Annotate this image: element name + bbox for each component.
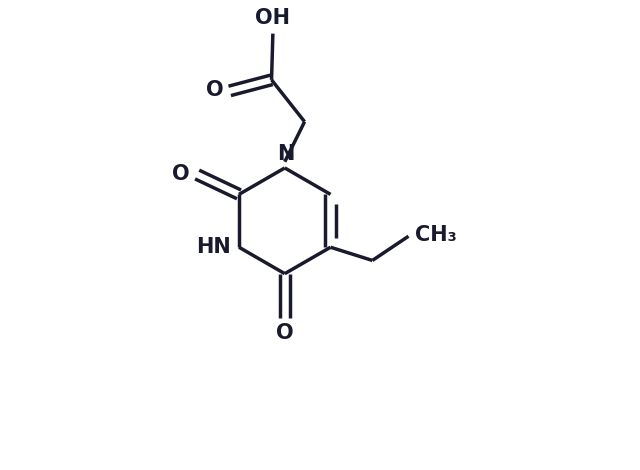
Text: HN: HN	[196, 237, 231, 257]
Text: CH₃: CH₃	[415, 225, 456, 245]
Text: O: O	[172, 164, 190, 184]
Text: OH: OH	[255, 8, 291, 28]
Text: O: O	[206, 80, 223, 100]
Text: N: N	[277, 144, 294, 164]
Text: O: O	[276, 323, 294, 343]
